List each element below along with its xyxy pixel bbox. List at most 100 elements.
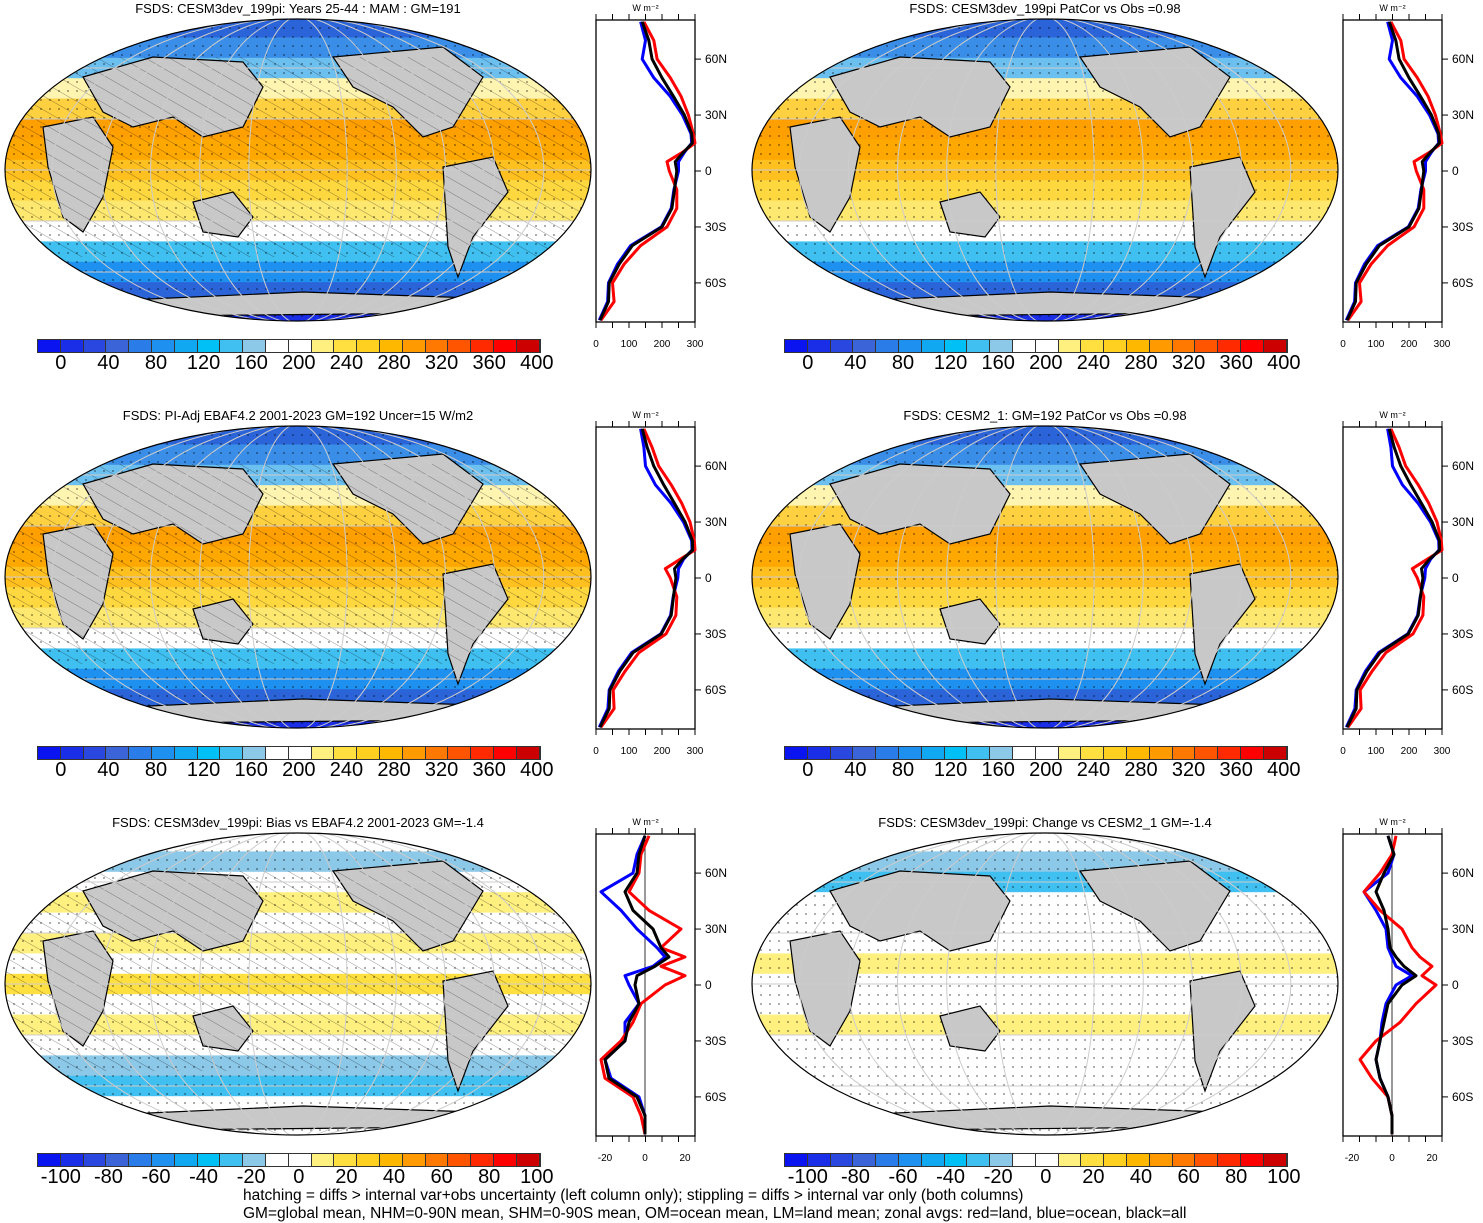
lat-tick-label: 60N xyxy=(1452,866,1474,880)
colorbar-label: 200 xyxy=(1029,352,1063,374)
panel-5: FSDS: CESM3dev_199pi: Bias vs EBAF4.2 20… xyxy=(3,814,744,1221)
x-tick-label: 0 xyxy=(1340,339,1346,350)
colorbar-swatch xyxy=(129,747,152,759)
colorbar-swatch xyxy=(357,340,380,352)
lat-tick-label: 60S xyxy=(705,683,726,697)
profile-line-land xyxy=(1346,21,1444,322)
land-mask xyxy=(939,1005,1001,1052)
lat-tick-label: 60N xyxy=(705,459,727,473)
meridian-gridline xyxy=(100,426,496,728)
colorbar-swatch xyxy=(402,1154,426,1166)
colorbar-labels: 0 40 80 120 160 200 240 280 320 360 400 xyxy=(37,759,562,785)
land-mask xyxy=(1189,563,1256,686)
colorbar-swatch xyxy=(1012,1154,1036,1166)
colorbar xyxy=(37,746,541,760)
panel-title: FSDS: CESM3dev_199pi: Years 25-44 : MAM … xyxy=(135,1,461,16)
colorbar-swatch xyxy=(1058,1154,1082,1166)
lat-tick-label: 60S xyxy=(705,276,726,290)
colorbar-swatch xyxy=(1104,340,1127,352)
panel-3: FSDS: PI-Adj EBAF4.2 2001-2023 GM=192 Un… xyxy=(3,407,744,814)
colorbar-swatch xyxy=(1218,747,1241,759)
colorbar-label: 240 xyxy=(1076,759,1111,781)
zonal-mean-profile: W m⁻² 60N 30N 0 30S 60S 0 100 200 300 xyxy=(593,3,727,350)
profile-unit-label: W m⁻² xyxy=(1379,410,1405,420)
colorbar-swatch xyxy=(1149,1154,1173,1166)
meridian-gridline xyxy=(150,833,446,1135)
colorbar-swatch xyxy=(921,340,945,352)
colorbar-swatch xyxy=(853,1154,877,1166)
colorbar-swatch xyxy=(1035,340,1059,352)
colorbar-swatch xyxy=(106,1154,130,1166)
colorbar-label: 40 xyxy=(382,1166,406,1188)
colorbar-swatch xyxy=(106,747,130,759)
map-border xyxy=(4,425,592,729)
land-mask xyxy=(42,698,564,725)
zonal-mean-profile: W m⁻² 60N 30N 0 30S 60S -20 0 20 xyxy=(1342,817,1474,1164)
land-mask xyxy=(939,191,1001,238)
land-mask xyxy=(1078,453,1231,545)
colorbar-swatch xyxy=(174,1154,198,1166)
colorbar-swatch xyxy=(379,747,403,759)
profile-line-ocean xyxy=(1362,835,1414,1135)
meridian-gridline xyxy=(199,426,397,728)
lat-tick-label: 60N xyxy=(705,52,727,66)
hatching xyxy=(5,871,591,1071)
x-tick-label: 100 xyxy=(1368,339,1385,350)
colorbar-label: -80 xyxy=(93,1166,123,1188)
colorbar-swatch xyxy=(357,747,380,759)
colorbar-swatch xyxy=(990,340,1013,352)
colorbar-label: 240 xyxy=(1076,352,1111,374)
colorbar-label: 40 xyxy=(844,759,867,781)
profile-frame xyxy=(1342,833,1443,1137)
profile-unit-label: W m⁻² xyxy=(632,3,658,13)
colorbar-label: 400 xyxy=(1267,759,1301,781)
colorbar-swatch xyxy=(944,340,968,352)
x-tick-label: 100 xyxy=(621,339,638,350)
colorbar-swatch xyxy=(334,340,358,352)
colorbar-swatch xyxy=(311,340,335,352)
colorbar-swatch xyxy=(357,1154,380,1166)
lat-tick-label: 30N xyxy=(705,922,727,936)
colorbar-swatch xyxy=(1172,1154,1196,1166)
x-tick-label: 300 xyxy=(1434,746,1451,757)
meridian-gridline xyxy=(248,833,348,1135)
land-mask xyxy=(1078,46,1231,138)
colorbar-swatch xyxy=(425,1154,449,1166)
colorbar-label: 60 xyxy=(430,1166,453,1188)
colorbar-label: 40 xyxy=(1129,1166,1153,1188)
lat-tick-label: 60N xyxy=(1452,52,1474,66)
colorbar-swatch xyxy=(311,747,335,759)
colorbar-swatch xyxy=(288,1154,312,1166)
colorbar-labels: 0 40 80 120 160 200 240 280 320 360 400 xyxy=(37,352,562,378)
colorbar-label: 20 xyxy=(335,1166,358,1188)
meridian-gridline xyxy=(798,426,1292,728)
zonal-mean-profile: W m⁻² 60N 30N 0 30S 60S 0 100 200 300 xyxy=(1340,3,1474,350)
meridian-gridline xyxy=(946,19,1144,321)
colorbar-label: 320 xyxy=(424,759,459,781)
colorbar-swatch xyxy=(151,1154,175,1166)
colorbar-swatch xyxy=(807,1154,831,1166)
colorbar-swatch xyxy=(129,1154,152,1166)
x-tick-label: 0 xyxy=(1389,1153,1395,1164)
colorbar-swatch xyxy=(471,1154,494,1166)
colorbar-swatch xyxy=(1058,340,1082,352)
x-tick-label: -20 xyxy=(598,1153,613,1164)
map-field xyxy=(5,19,591,321)
colorbar-swatch xyxy=(243,747,266,759)
colorbar-swatch xyxy=(967,340,991,352)
lat-tick-label: 30S xyxy=(1452,627,1473,641)
colorbar-swatch xyxy=(1263,747,1287,759)
colorbar-swatch xyxy=(921,747,945,759)
colorbar-label: 360 xyxy=(472,352,506,374)
meridian-gridline xyxy=(199,19,397,321)
colorbar-swatch xyxy=(265,1154,289,1166)
colorbar-swatch xyxy=(944,1154,968,1166)
robinson-map xyxy=(751,832,1339,1136)
colorbar-label: 120 xyxy=(186,352,221,374)
zonal-mean-profile: W m⁻² 60N 30N 0 30S 60S -20 0 20 xyxy=(595,817,727,1164)
colorbar-label: 360 xyxy=(1219,759,1253,781)
profile-line-land xyxy=(599,835,687,1135)
colorbar-swatch xyxy=(1149,747,1173,759)
meridian-gridline xyxy=(798,19,1292,321)
meridian-gridline xyxy=(847,833,1243,1135)
